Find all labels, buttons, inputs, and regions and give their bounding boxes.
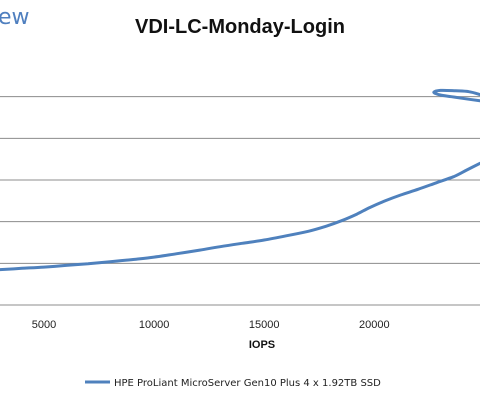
gridlines [0,96,480,306]
x-tick-labels: 5000 10000 15000 20000 [32,319,390,331]
chart-title: VDI-LC-Monday-Login [135,16,345,38]
x-tick-label-0: 5000 [32,319,56,331]
legend-label: HPE ProLiant MicroServer Gen10 Plus 4 x … [114,378,381,389]
series-line-0-upper-segment [432,88,480,103]
series-layer [0,88,480,272]
x-tick-label-2: 15000 [249,319,280,331]
legend: HPE ProLiant MicroServer Gen10 Plus 4 x … [85,378,381,389]
x-axis-label: IOPS [249,339,275,351]
brand-logo-fragment: ew [0,5,30,30]
x-tick-label-3: 20000 [359,319,390,331]
x-tick-label-1: 10000 [139,319,170,331]
series-line-0 [0,161,480,272]
